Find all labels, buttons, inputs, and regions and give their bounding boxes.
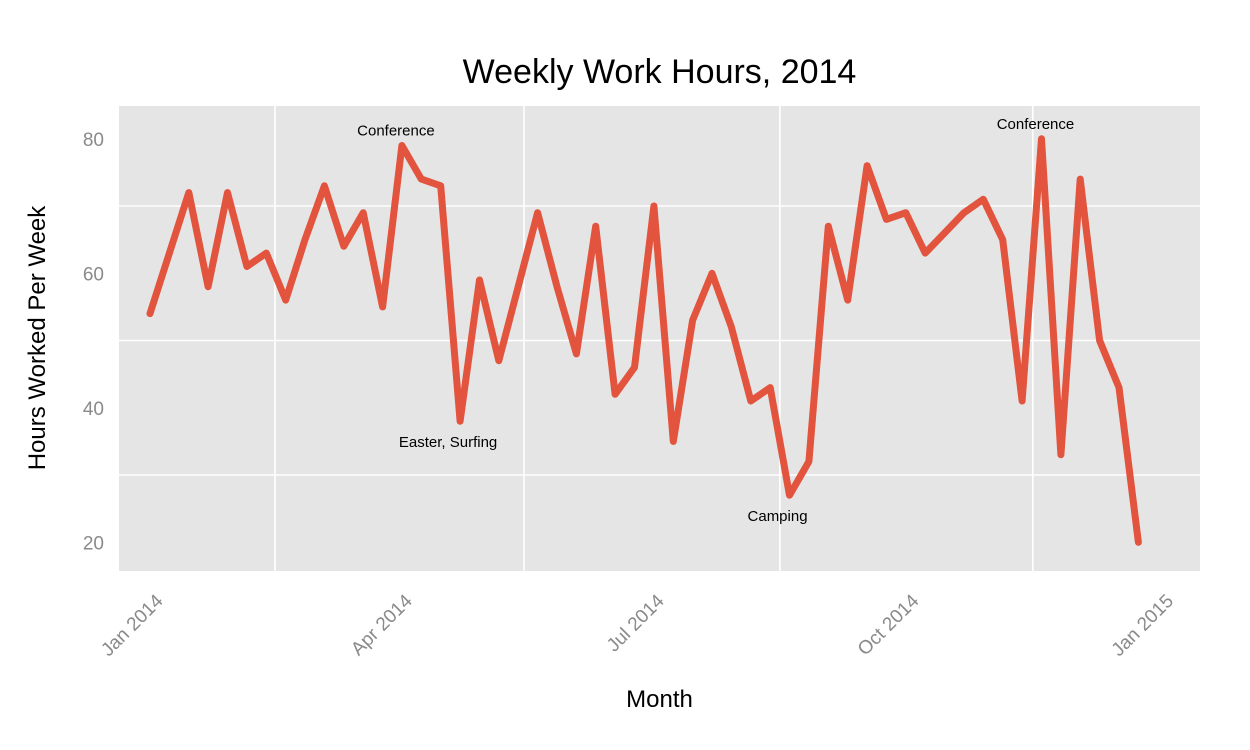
x-tick-label: Apr 2014 xyxy=(347,590,417,660)
annotation-easter-surfing: Easter, Surfing xyxy=(399,434,497,451)
x-tick-label: Jul 2014 xyxy=(603,590,669,656)
y-tick-label: 20 xyxy=(83,533,104,554)
annotation-camping: Camping xyxy=(748,508,808,525)
x-axis-title: Month xyxy=(626,686,693,713)
x-tick-label: Jan 2015 xyxy=(1108,591,1178,661)
data-line-hours xyxy=(146,135,1142,546)
y-tick-label: 40 xyxy=(83,399,104,420)
annotation-conference: Conference xyxy=(357,122,435,139)
x-tick-label: Oct 2014 xyxy=(854,590,924,660)
chart-title: Weekly Work Hours, 2014 xyxy=(462,53,857,91)
annotation-conference: Conference xyxy=(997,116,1075,133)
y-tick-label: 60 xyxy=(83,264,104,285)
plot-panel xyxy=(119,106,1200,571)
y-tick-label: 80 xyxy=(83,130,104,151)
x-tick-label: Jan 2014 xyxy=(97,590,167,660)
